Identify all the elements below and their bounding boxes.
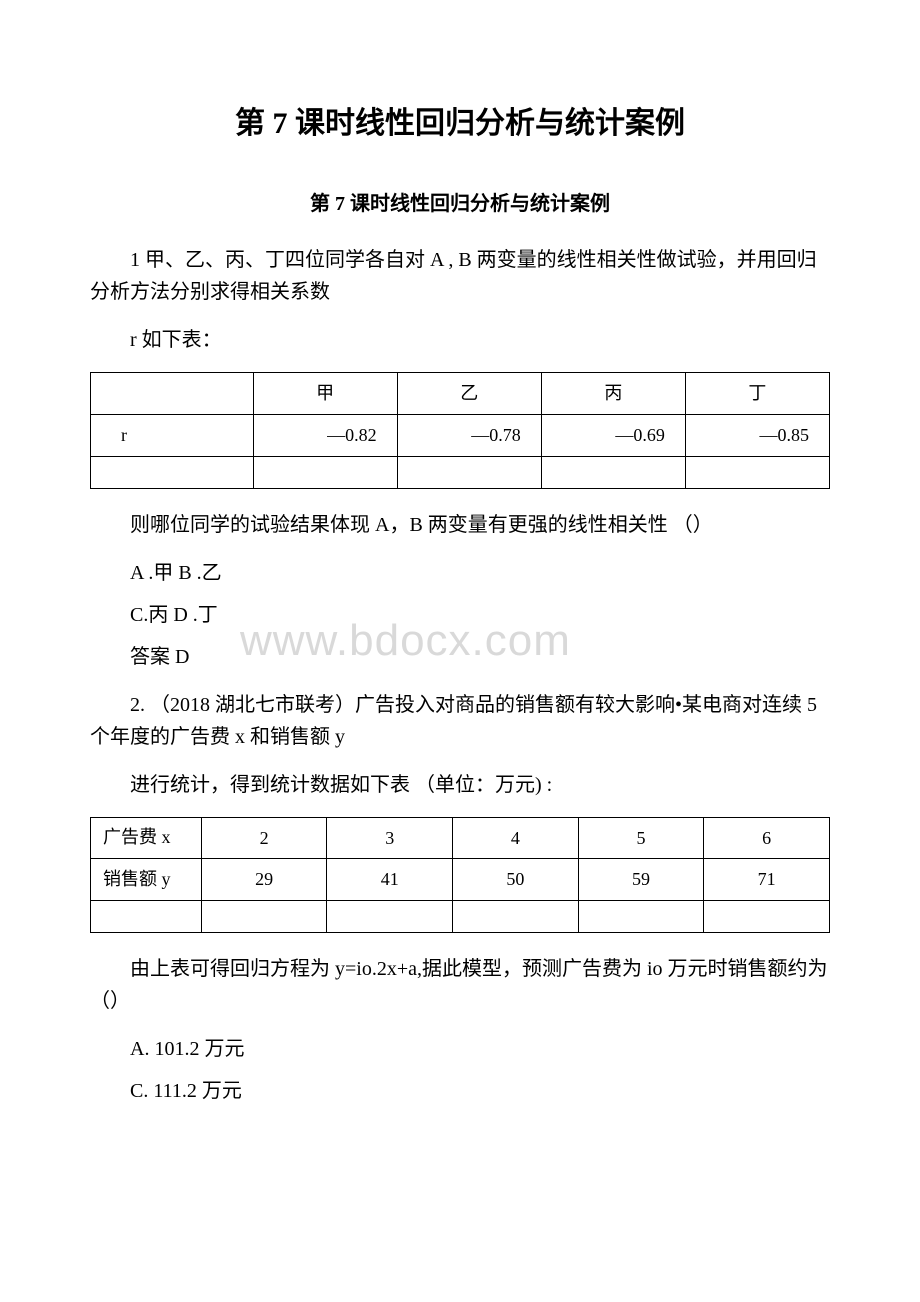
table-cell: —0.69: [541, 414, 685, 456]
table-cell: [327, 901, 453, 933]
table-cell: 甲: [253, 373, 397, 415]
table-cell: 销售额 y: [91, 859, 202, 901]
table-cell: 50: [453, 859, 579, 901]
table-cell: 6: [704, 817, 830, 859]
table-cell: 丙: [541, 373, 685, 415]
q2-table-hint: 进行统计，得到统计数据如下表 （单位：万元) :: [90, 769, 830, 801]
q2-intro: 2. （2018 湖北七市联考）广告投入对商品的销售额有较大影响•某电商对连续 …: [90, 689, 830, 753]
table-cell: 5: [578, 817, 704, 859]
table-cell: 41: [327, 859, 453, 901]
table-cell: 广告费 x: [91, 817, 202, 859]
table-cell: r: [91, 414, 254, 456]
q1-options-ab: A .甲 B .乙: [130, 557, 830, 589]
table-cell: [685, 456, 829, 488]
table-cell: 71: [704, 859, 830, 901]
table-cell: —0.85: [685, 414, 829, 456]
subtitle: 第 7 课时线性回归分析与统计案例: [90, 188, 830, 220]
table-cell: [91, 456, 254, 488]
table-cell: 3: [327, 817, 453, 859]
table-cell: 29: [201, 859, 327, 901]
table-cell: [578, 901, 704, 933]
table-cell: [201, 901, 327, 933]
q1-question: 则哪位同学的试验结果体现 A，B 两变量有更强的线性相关性 （）: [90, 509, 830, 541]
table-cell: [541, 456, 685, 488]
table-cell: 2: [201, 817, 327, 859]
q2-option-c: C. 111.2 万元: [130, 1075, 830, 1107]
table-cell: [453, 901, 579, 933]
table-cell: 乙: [397, 373, 541, 415]
table-row: r —0.82 —0.78 —0.69 —0.85: [91, 414, 830, 456]
q1-table-hint: r 如下表：: [90, 324, 830, 356]
table-cell: [704, 901, 830, 933]
table-cell: [253, 456, 397, 488]
table-cell: —0.78: [397, 414, 541, 456]
q1-answer: 答案 D: [90, 641, 830, 673]
main-title: 第 7 课时线性回归分析与统计案例: [90, 100, 830, 148]
table-cell: [91, 373, 254, 415]
table-row: [91, 901, 830, 933]
table-cell: [397, 456, 541, 488]
q1-options-cd: C.丙 D .丁: [130, 599, 830, 631]
q2-option-a: A. 101.2 万元: [130, 1033, 830, 1065]
table-cell: 4: [453, 817, 579, 859]
q2-question: 由上表可得回归方程为 y=io.2x+a,据此模型，预测广告费为 io 万元时销…: [90, 953, 830, 1017]
table-advertising: 广告费 x 2 3 4 5 6 销售额 y 29 41 50 59 71: [90, 817, 830, 934]
table-cell: 丁: [685, 373, 829, 415]
table-cell: —0.82: [253, 414, 397, 456]
table-cell: [91, 901, 202, 933]
table-row: 甲 乙 丙 丁: [91, 373, 830, 415]
document-content: 第 7 课时线性回归分析与统计案例 第 7 课时线性回归分析与统计案例 1 甲、…: [90, 100, 830, 1107]
table-cell: 59: [578, 859, 704, 901]
table-correlation: 甲 乙 丙 丁 r —0.82 —0.78 —0.69 —0.85: [90, 372, 830, 489]
table-row: 销售额 y 29 41 50 59 71: [91, 859, 830, 901]
table-row: [91, 456, 830, 488]
table-row: 广告费 x 2 3 4 5 6: [91, 817, 830, 859]
q1-intro: 1 甲、乙、丙、丁四位同学各自对 A , B 两变量的线性相关性做试验，并用回归…: [90, 244, 830, 308]
